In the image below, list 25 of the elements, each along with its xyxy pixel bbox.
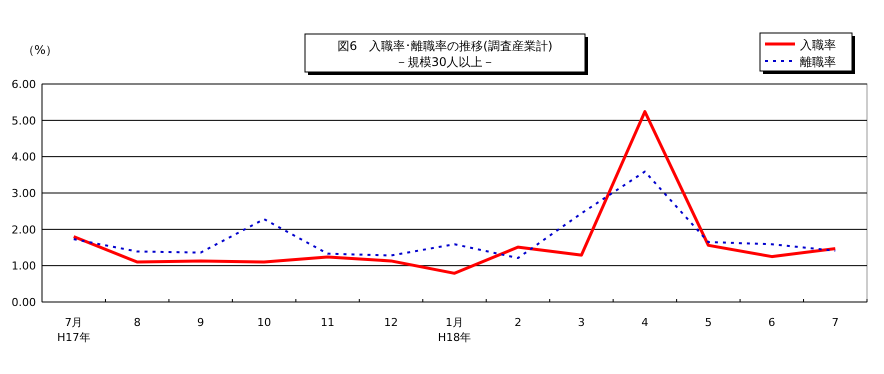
y-axis-title: （%） [22, 43, 58, 57]
y-tick-label: 3.00 [12, 187, 36, 200]
y-tick-label: 5.00 [12, 114, 36, 128]
x-tick-label: 7月 H17年 [57, 316, 90, 344]
legend-label: 離職率 [800, 55, 836, 69]
x-tick-label: 11 [320, 316, 335, 329]
x-tick-label: 1月 H18年 [438, 316, 472, 344]
y-tick-label: 4.00 [12, 150, 36, 164]
x-tick-label: 5 [704, 316, 712, 329]
x-tick-label: 8 [134, 316, 141, 329]
chart-title: 図6 入職率･離職率の推移(調査産業計) [338, 39, 552, 53]
x-tick-label: 6 [768, 316, 776, 329]
legend-label: 入職率 [800, 38, 836, 52]
x-tick-label: 9 [197, 316, 204, 329]
y-tick-label: 0.00 [12, 296, 36, 309]
x-tick-label: 12 [384, 316, 398, 329]
x-tick-label: 7 [832, 316, 839, 329]
x-tick-label: 10 [257, 316, 272, 329]
x-tick-label: 2 [514, 316, 522, 329]
x-tick-label: 4 [641, 316, 648, 329]
x-tick-label: 3 [578, 316, 585, 329]
y-tick-label: 2.00 [12, 223, 36, 236]
y-tick-label: 1.00 [12, 260, 36, 273]
y-tick-label: 6.00 [12, 78, 36, 91]
chart-subtitle: －規模30人以上－ [395, 55, 495, 69]
